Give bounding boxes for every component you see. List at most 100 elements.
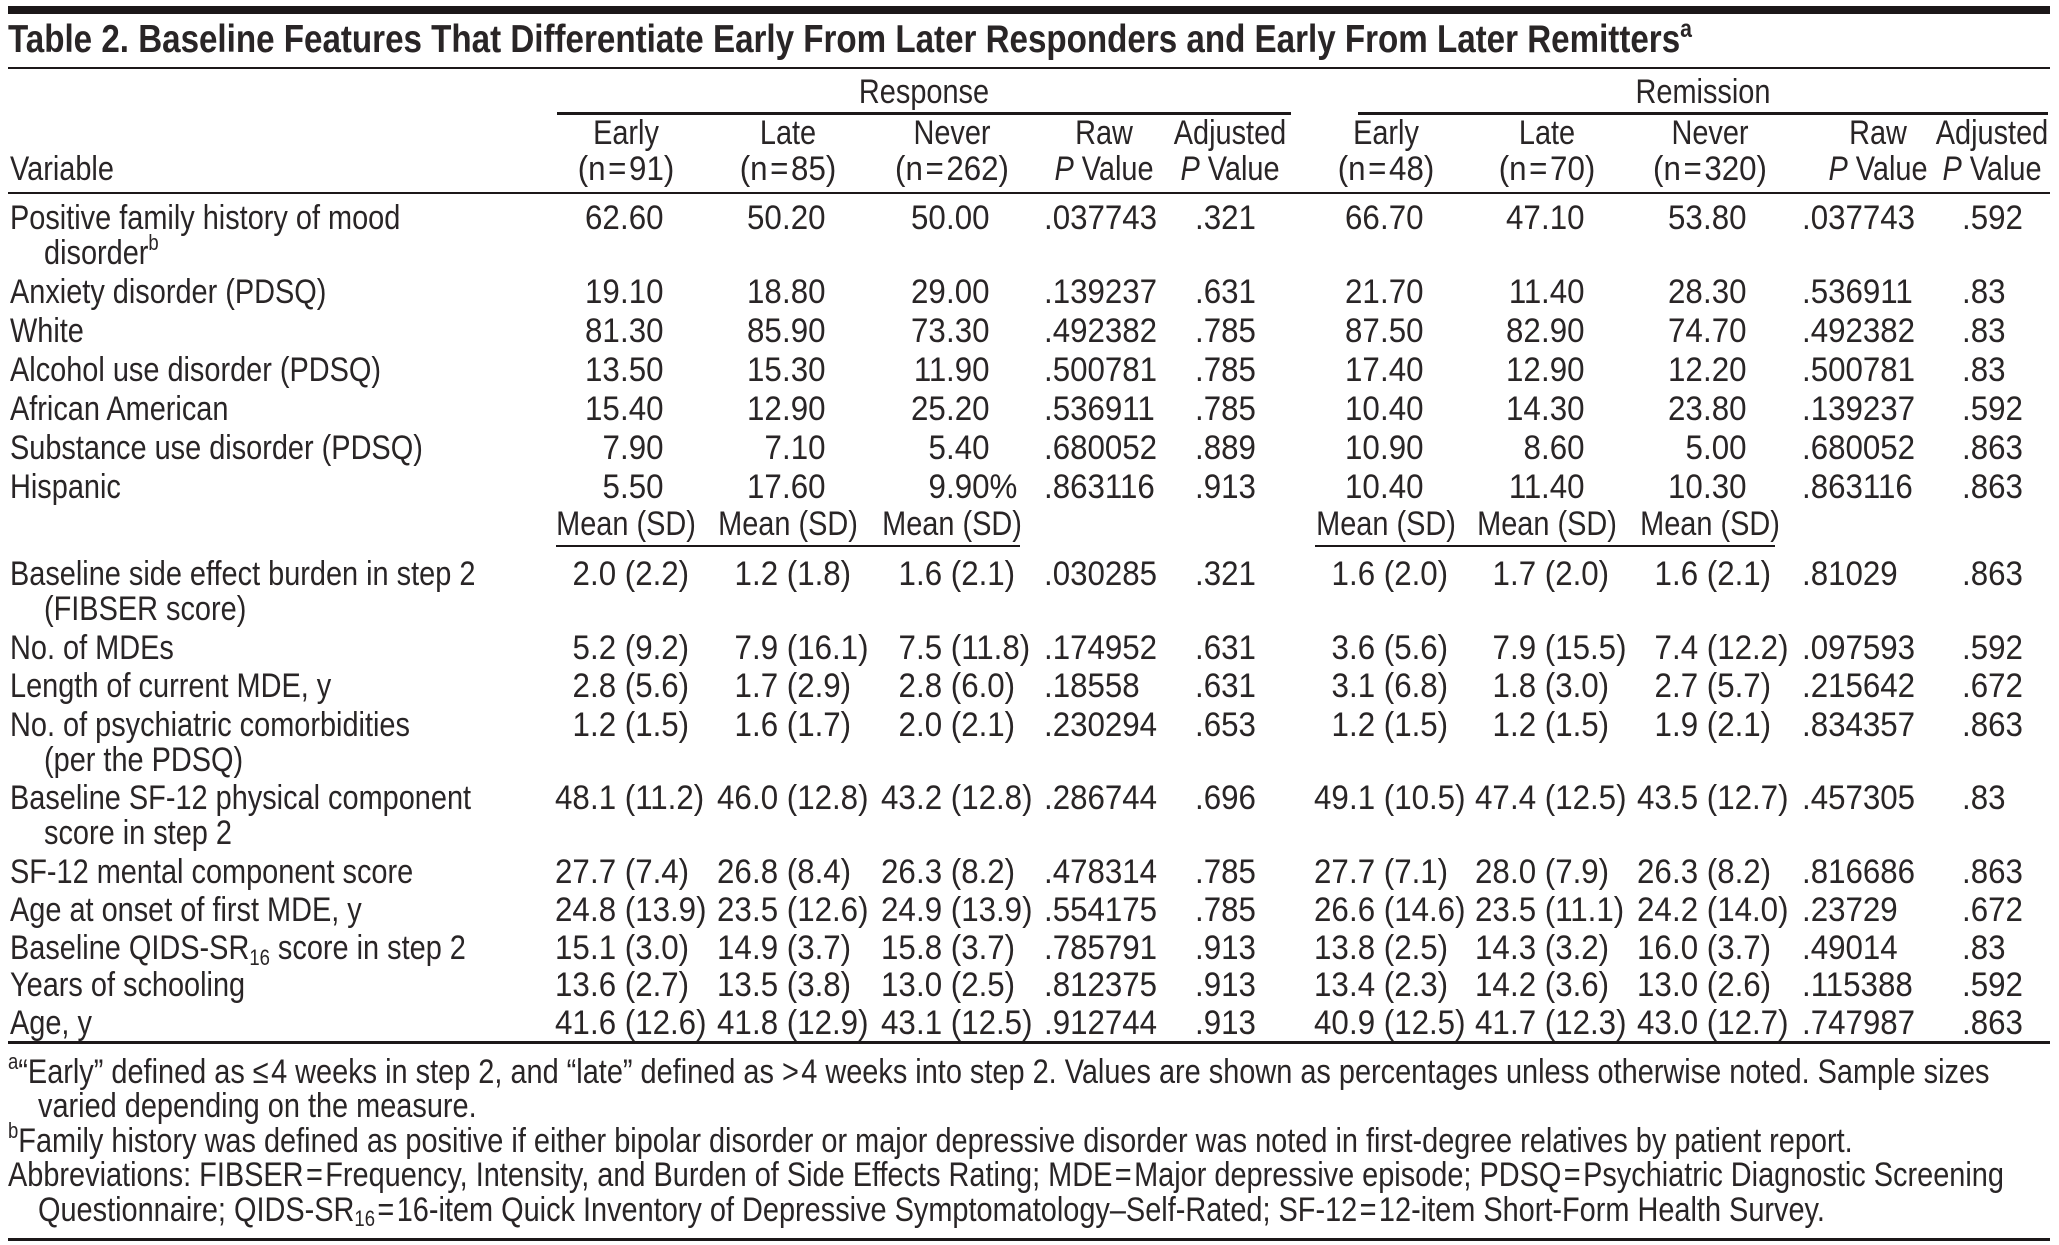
column-header-line1: Early (592, 114, 659, 153)
data-cell: 21.70 (1345, 273, 1424, 311)
data-cell: .83 (1962, 312, 2006, 350)
data-cell: 5.40 (928, 429, 990, 467)
row-label: No. of psychiatric comorbidities (10, 705, 410, 744)
data-cell: 17.40 (1345, 351, 1424, 389)
data-cell: 81.30 (584, 312, 663, 350)
data-cell: 14.30 (1506, 390, 1585, 428)
column-group-label: Response (858, 73, 990, 111)
data-cell: .83 (1962, 351, 2006, 389)
data-cell: 24.9 (13.9) (881, 891, 1033, 929)
data-cell: 1.2 (1.8) (734, 555, 852, 593)
column-header-line1: Never (913, 114, 991, 153)
data-cell: 12.20 (1668, 351, 1747, 389)
data-cell: 15.1 (3.0) (554, 929, 689, 967)
data-cell: 26.3 (8.2) (1637, 853, 1772, 891)
data-cell: .457305 (1802, 779, 1916, 817)
data-cell: 1.2 (1.5) (572, 705, 689, 744)
row-label: Anxiety disorder (PDSQ) (10, 273, 327, 311)
data-cell: .536911 (1044, 390, 1155, 428)
data-cell: 50.20 (747, 198, 826, 237)
column-group-rule (557, 111, 1291, 115)
data-cell: .500781 (1802, 351, 1916, 389)
data-cell: .631 (1194, 628, 1256, 667)
data-cell: .554175 (1044, 891, 1158, 929)
data-cell: 26.8 (8.4) (717, 853, 852, 891)
data-cell: .81029 (1802, 555, 1898, 593)
data-cell: 85.90 (747, 312, 826, 350)
data-cell: 41.7 (12.3) (1475, 1003, 1627, 1042)
data-cell: .321 (1194, 555, 1256, 593)
column-header-line2: (n = 262) (895, 149, 1009, 188)
data-cell: 10.40 (1345, 390, 1424, 428)
row-label: No. of MDEs (10, 628, 174, 667)
mean-sd-subheader: Mean (SD) (1477, 504, 1617, 543)
data-cell: 19.10 (584, 273, 663, 311)
mean-sd-subheader: Mean (SD) (1640, 504, 1780, 543)
data-cell: .174952 (1044, 628, 1158, 667)
column-group-rule (1358, 111, 2048, 115)
data-cell: 14.9 (3.7) (717, 929, 852, 967)
data-cell: .592 (1962, 628, 2023, 667)
data-cell: .592 (1962, 390, 2023, 428)
row-label: Years of schooling (10, 966, 246, 1004)
mean-sd-subheader: Mean (SD) (1316, 504, 1456, 543)
data-cell: .863 (1962, 468, 2023, 506)
data-cell: .230294 (1044, 705, 1158, 744)
data-cell: .863 (1962, 555, 2023, 593)
data-cell: 7.90 (602, 429, 663, 467)
data-cell: .097593 (1802, 628, 1916, 667)
data-cell: 25.20 (911, 390, 990, 428)
data-cell: 5.50 (602, 468, 663, 506)
row-label: Substance use disorder (PDSQ) (10, 429, 423, 467)
data-cell: .913 (1194, 468, 1256, 506)
data-cell: 7.9 (16.1) (734, 628, 869, 667)
data-cell: 1.6 (2.1) (1654, 555, 1772, 593)
data-cell: .139237 (1044, 273, 1158, 311)
body-bottom-rule (8, 1041, 2050, 1044)
data-cell: .747987 (1802, 1003, 1916, 1042)
data-cell: 23.80 (1668, 390, 1747, 428)
data-cell: .812375 (1044, 966, 1158, 1004)
data-cell: 73.30 (911, 312, 990, 350)
data-cell: 2.7 (5.7) (1654, 667, 1772, 705)
data-cell: .500781 (1044, 351, 1158, 389)
data-cell: 43.2 (12.8) (881, 779, 1033, 817)
data-cell: 49.1 (10.5) (1314, 779, 1466, 817)
column-header-line2: P Value (1054, 149, 1154, 188)
data-cell: 26.6 (14.6) (1314, 891, 1466, 929)
data-cell: 14.2 (3.6) (1475, 966, 1610, 1004)
data-cell: .863116 (1802, 468, 1913, 506)
column-header-line2: P Value (1942, 149, 2042, 188)
data-cell: .478314 (1044, 853, 1158, 891)
footnote: bFamily history was defined as positive … (8, 1118, 1853, 1160)
data-cell: 13.4 (2.3) (1314, 966, 1449, 1004)
top-bar-rule (8, 6, 2050, 14)
column-header-line2: (n = 85) (739, 149, 837, 188)
data-cell: 16.0 (3.7) (1637, 929, 1772, 967)
data-cell: 13.0 (2.6) (1637, 966, 1772, 1004)
column-header-line1: Raw (1849, 114, 1907, 153)
row-label: Baseline SF-12 physical component (10, 779, 472, 817)
data-cell: 15.40 (584, 390, 663, 428)
data-cell: 48.1 (11.2) (554, 779, 704, 817)
data-cell: 74.70 (1668, 312, 1747, 350)
data-cell: .680052 (1044, 429, 1158, 467)
footnote-cont: varied depending on the measure. (38, 1087, 477, 1125)
data-cell: 13.5 (3.8) (717, 966, 852, 1004)
data-cell: .18558 (1044, 667, 1140, 705)
data-cell: 7.9 (15.5) (1492, 628, 1627, 667)
data-cell: 15.30 (747, 351, 826, 389)
data-cell: .696 (1194, 779, 1256, 817)
data-cell: .037743 (1044, 198, 1158, 237)
data-cell: 12.90 (747, 390, 826, 428)
column-header-line2: (n = 91) (577, 149, 674, 188)
data-cell: 1.7 (2.9) (734, 667, 852, 705)
data-cell: .83 (1962, 779, 2006, 817)
data-cell: 28.30 (1668, 273, 1747, 311)
data-cell: .680052 (1802, 429, 1916, 467)
data-cell: .785 (1194, 853, 1256, 891)
data-cell: 11.90 (913, 351, 990, 389)
footnote: a“Early” defined as ≤ 4 weeks in step 2,… (8, 1049, 1990, 1091)
footnote: Abbreviations: FIBSER = Frequency, Inten… (8, 1156, 2004, 1194)
